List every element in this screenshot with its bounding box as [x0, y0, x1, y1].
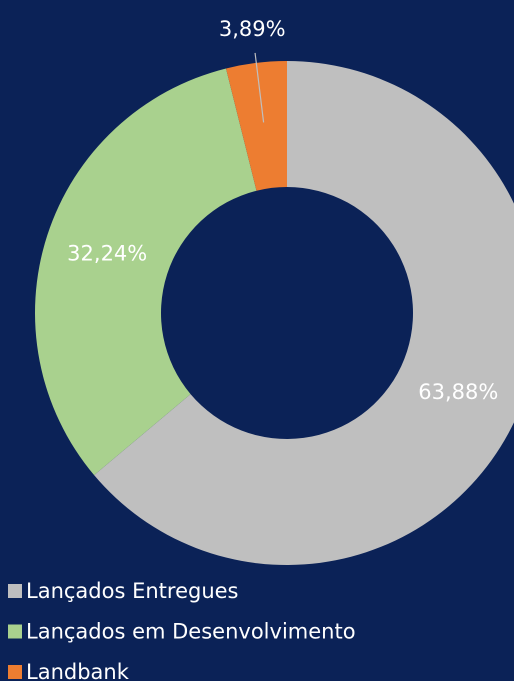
legend-label: Landbank — [26, 660, 130, 681]
leader-line — [254, 52, 265, 123]
data-label: 63,88% — [418, 380, 498, 404]
legend-swatch — [8, 584, 22, 598]
slice — [226, 61, 287, 191]
legend-swatch — [8, 624, 22, 639]
slice — [34, 68, 257, 476]
slice — [94, 61, 514, 565]
legend-swatch — [8, 665, 22, 679]
legend-label: Lançados em Desenvolvimento — [26, 620, 356, 644]
data-label: 32,24% — [67, 242, 147, 266]
data-label: 3,89% — [219, 17, 286, 41]
legend-label: Lançados Entregues — [26, 579, 239, 603]
